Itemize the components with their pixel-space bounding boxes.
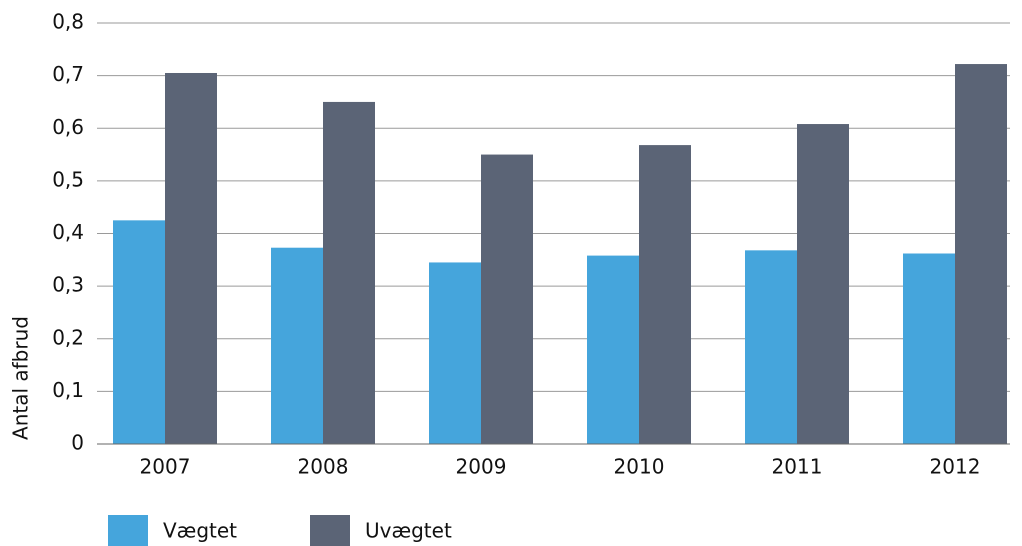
legend-label: Uvægtet [365, 519, 452, 543]
y-tick-label: 0,6 [52, 115, 84, 139]
y-tick-label: 0,7 [52, 62, 84, 86]
x-tick-label: 2007 [140, 455, 191, 479]
y-tick-label: 0,1 [52, 378, 84, 402]
bar [587, 255, 639, 444]
legend-swatch [310, 515, 350, 546]
bar [271, 247, 323, 444]
bar [903, 253, 955, 444]
legend-swatch [108, 515, 148, 546]
y-tick-label: 0,2 [52, 325, 84, 349]
y-tick-label: 0,4 [52, 220, 84, 244]
legend-label: Vægtet [163, 519, 237, 543]
bar [745, 250, 797, 444]
y-tick-label: 0,8 [52, 10, 84, 34]
bar [323, 101, 375, 444]
bar [429, 262, 481, 444]
x-tick-label: 2009 [456, 455, 507, 479]
bar [481, 154, 533, 444]
y-tick-label: 0 [71, 431, 84, 455]
x-tick-label: 2012 [930, 455, 981, 479]
x-tick-label: 2010 [614, 455, 665, 479]
bar [797, 124, 849, 444]
bar [639, 145, 691, 444]
y-tick-label: 0,5 [52, 167, 84, 191]
x-tick-label: 2008 [298, 455, 349, 479]
y-axis-label: Antal afbrud [9, 316, 33, 440]
bar [113, 220, 165, 444]
x-tick-label: 2011 [772, 455, 823, 479]
bar [955, 64, 1007, 445]
y-tick-label: 0,3 [52, 273, 84, 297]
bar [165, 72, 217, 445]
